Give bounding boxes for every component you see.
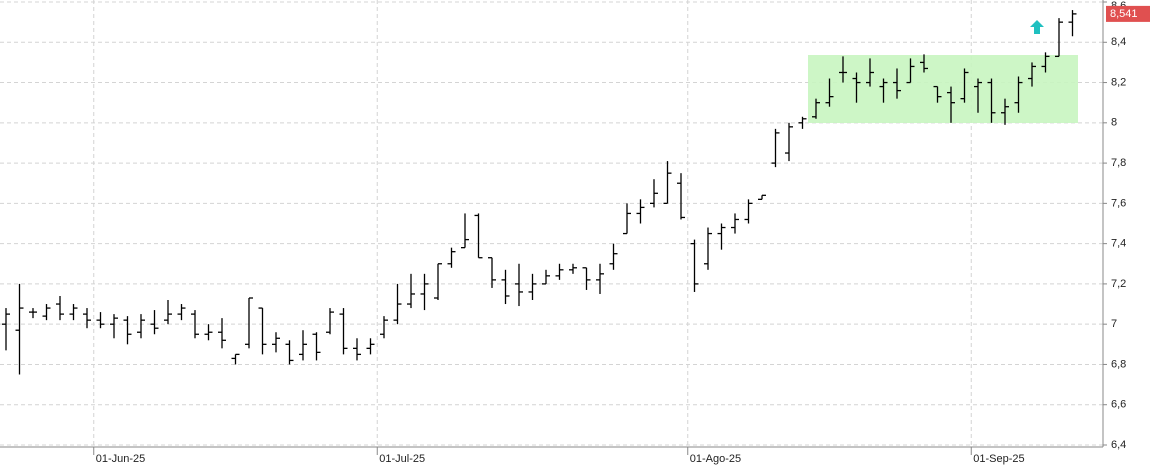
y-tick-label: 7 [1111,318,1117,330]
y-tick-label: 7,4 [1111,238,1126,250]
y-tick-label: 7,8 [1111,157,1126,169]
grid [0,0,1103,447]
y-tick-label: 6,4 [1111,439,1126,451]
y-tick-label: 8,2 [1111,76,1126,88]
last-price-label: 8,541 [1110,8,1138,20]
x-tick-label: 01-Jun-25 [96,453,146,465]
y-tick-label: 6,8 [1111,358,1126,370]
y-tick-label: 7,2 [1111,278,1126,290]
y-tick-label: 7,6 [1111,197,1126,209]
y-tick-label: 8,4 [1111,36,1126,48]
axis: 6,46,66,877,27,47,67,888,28,48,601-Jun-2… [93,0,1150,465]
up-arrow-icon [1030,20,1044,34]
highlight-box [808,55,1078,123]
x-tick-label: 01-Sep-25 [973,453,1024,465]
x-tick-label: 01-Jul-25 [379,453,425,465]
y-tick-label: 8 [1111,117,1117,129]
bars [2,10,1077,375]
x-tick-label: 01-Ago-25 [690,453,741,465]
last-price-box [1106,5,1150,22]
y-tick-label: 6,6 [1111,399,1126,411]
